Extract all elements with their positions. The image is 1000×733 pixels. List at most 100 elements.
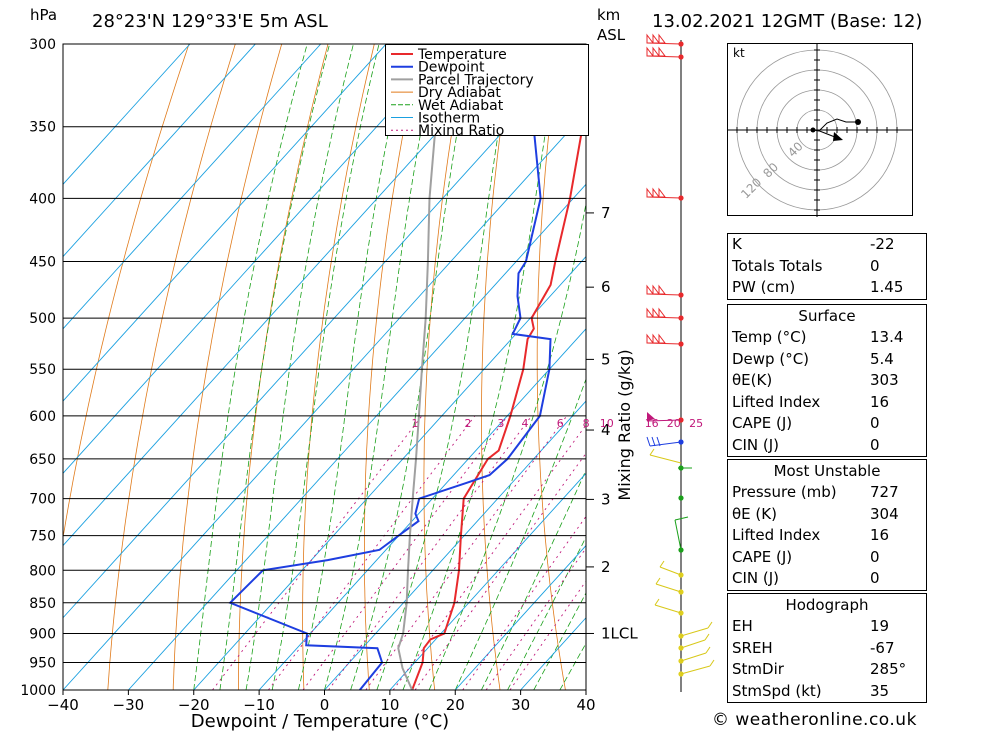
wind-barb-shaft: [680, 665, 711, 675]
km-unit-label: km: [597, 6, 621, 24]
surface-cin-label: CIN (J): [732, 435, 780, 454]
stmdir-value: 285°: [870, 660, 907, 678]
mixing-ratio-line: [212, 415, 423, 690]
isotherm: [63, 44, 322, 330]
temp-tick-label-40: 40: [576, 696, 595, 714]
pressure-tick-label-900: 900: [29, 626, 56, 642]
pressure-tick-label-800: 800: [29, 563, 56, 579]
wind-flag: [652, 307, 660, 318]
wind-flag: [658, 46, 666, 57]
wet-adiabat: [507, 536, 586, 690]
isotherm: [128, 183, 586, 690]
pressure-tick-label-500: 500: [29, 311, 56, 327]
mu-li-row: Lifted Index 16: [728, 525, 926, 547]
wet-adiabat: [245, 44, 354, 690]
wind-flag: [646, 33, 654, 44]
mixing-ratio-label-8: 8: [583, 417, 590, 430]
wind-barb-shaft: [649, 454, 682, 464]
wind-barb-shaft: [646, 342, 682, 345]
wind-flag: [652, 187, 660, 198]
wind-barb-shaft: [680, 652, 707, 662]
dewpoint-curve: [228, 44, 552, 690]
wind-barb-shaft: [646, 293, 682, 296]
mixing-ratio-label-3: 3: [497, 417, 504, 430]
wet-adiabat: [271, 44, 380, 690]
dry-adiabat: [238, 44, 329, 690]
surface-cape-row: CAPE (J) 0: [728, 413, 926, 435]
pressure-tick-label-350: 350: [29, 120, 56, 136]
pw-row: PW (cm) 1.45: [728, 277, 926, 299]
wet-adiabat: [193, 44, 308, 690]
pressure-tick-label-950: 950: [29, 655, 56, 671]
isotherm: [63, 44, 583, 619]
pressure-tick-label-450: 450: [29, 255, 56, 271]
wind-flag: [646, 307, 654, 318]
wind-barb-shaft: [680, 627, 709, 637]
stmdir-row: StmDir 285°: [728, 659, 926, 681]
hodograph-panel: kt 40 80 120: [727, 43, 913, 217]
isotherm: [63, 44, 387, 402]
wind-flag: [646, 46, 654, 57]
dry-adiabat: [423, 44, 468, 690]
legend-label-temperature: Temperature: [417, 47, 507, 63]
hodograph-start-dot: [810, 127, 816, 133]
wind-flag: [647, 412, 655, 421]
mu-li-label: Lifted Index: [732, 526, 821, 544]
wind-barb: [649, 448, 655, 456]
copyright-link[interactable]: © weatheronline.co.uk: [712, 710, 917, 730]
wind-flag: [658, 187, 666, 198]
mu-cape-row: CAPE (J) 0: [728, 547, 926, 569]
surface-dewp-row: Dewp (°C) 5.4: [728, 349, 926, 371]
sreh-value: -67: [870, 638, 895, 657]
mu-li-value: 16: [870, 526, 890, 544]
wind-barb-shaft: [655, 583, 682, 593]
totals-totals-label: Totals Totals: [732, 256, 823, 275]
legend-label-isotherm: Isotherm: [418, 111, 480, 127]
mu-theta-value: 304: [870, 504, 899, 523]
parcel-trajectory-curve: [397, 44, 446, 690]
temperature-curve: [411, 110, 586, 690]
km-tick-label-7: 7: [601, 204, 611, 222]
legend-label-mixing-ratio: Mixing Ratio: [418, 123, 504, 136]
wet-adiabat: [481, 469, 586, 690]
location-title: 28°23'N 129°33'E 5m ASL: [92, 11, 328, 32]
temp-tick-label--20: −20: [178, 696, 210, 714]
wind-level-dot: [678, 495, 684, 501]
mixing-ratio-line: [328, 415, 532, 690]
temp-tick-label-30: 30: [511, 696, 530, 714]
wind-flag: [652, 284, 660, 295]
isotherm: [63, 111, 586, 690]
wind-barb: [709, 659, 715, 667]
isotherm: [258, 328, 586, 690]
hodograph-storm-arrowhead: [833, 132, 843, 141]
mixing-ratio-label-6: 6: [557, 417, 564, 430]
pw-label: PW (cm): [732, 278, 796, 296]
mu-theta-label: θE (K): [732, 504, 777, 523]
wind-flag: [658, 307, 666, 318]
most-unstable-table: Most Unstable Pressure (mb) 727 θE (K) 3…: [727, 459, 927, 591]
mixing-ratio-label-25: 25: [689, 417, 703, 430]
temp-tick-label--40: −40: [47, 696, 79, 714]
wind-barb: [651, 436, 656, 447]
mixing-ratio-line: [302, 415, 508, 690]
mixing-ratio-line: [365, 415, 568, 690]
wind-barb-shaft: [674, 519, 682, 551]
most-unstable-title: Most Unstable: [773, 462, 881, 480]
temp-tick-label-20: 20: [446, 696, 465, 714]
isotherm: [454, 544, 586, 690]
pressure-tick-label-400: 400: [29, 191, 56, 207]
mu-cape-value: 0: [870, 547, 880, 566]
hodograph-title: Hodograph: [785, 596, 869, 614]
hodograph-end-dot: [855, 119, 861, 125]
temp-tick-label--10: −10: [243, 696, 275, 714]
surface-cin-row: CIN (J) 0: [728, 435, 926, 457]
mu-cin-row: CIN (J) 0: [728, 568, 926, 590]
surface-dewp-value: 5.4: [870, 349, 894, 368]
wind-barb-shaft: [674, 516, 689, 521]
wind-barb-shaft: [646, 196, 682, 199]
pw-value: 1.45: [870, 278, 904, 296]
surface-cape-label: CAPE (J): [732, 414, 793, 432]
wind-barb: [654, 598, 660, 606]
k-index-row: K -22: [728, 234, 926, 256]
